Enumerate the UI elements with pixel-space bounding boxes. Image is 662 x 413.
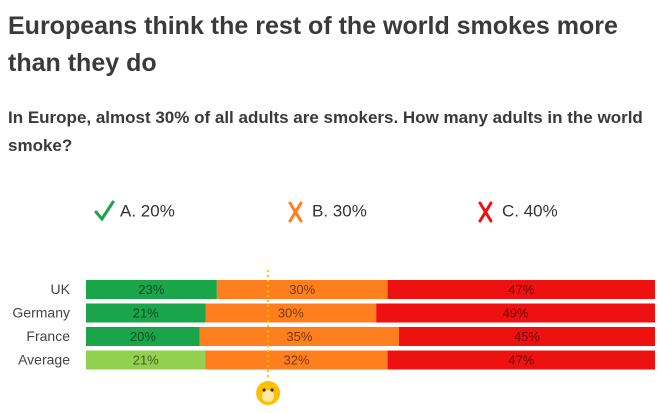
value-label: 45% xyxy=(514,329,540,344)
bar-segment xyxy=(376,303,655,323)
value-label: 35% xyxy=(286,329,312,344)
bar-segment xyxy=(387,280,655,299)
legend-label: A. 20% xyxy=(120,201,175,220)
value-label: 20% xyxy=(130,329,156,344)
legend-label: B. 30% xyxy=(312,201,367,220)
reference-marker-face xyxy=(262,390,275,402)
bar-segment xyxy=(86,280,217,299)
bar-segment xyxy=(86,350,206,370)
check-icon xyxy=(94,200,115,222)
value-label: 47% xyxy=(508,352,534,367)
y-tick-label: Germany xyxy=(12,305,70,321)
value-label: 32% xyxy=(284,352,310,367)
value-label: 30% xyxy=(278,305,304,320)
reference-marker-eye xyxy=(262,388,266,392)
bar-segment xyxy=(205,350,388,370)
bar-segment xyxy=(387,350,655,370)
chart-title: Europeans think the rest of the world sm… xyxy=(8,12,618,77)
value-label: 23% xyxy=(138,282,164,297)
y-tick-label: Average xyxy=(18,352,70,368)
value-label: 21% xyxy=(133,352,159,367)
y-tick-label: UK xyxy=(51,281,71,297)
bar-segment xyxy=(398,327,655,346)
chart-subtitle: In Europe, almost 30% of all adults are … xyxy=(8,108,643,155)
bar-segment xyxy=(199,327,399,346)
bar-segment xyxy=(205,303,377,323)
bar-segment xyxy=(86,303,206,323)
reference-marker-eye xyxy=(270,388,274,392)
value-label: 49% xyxy=(503,305,529,320)
bar-segment xyxy=(216,280,388,299)
value-label: 47% xyxy=(508,282,534,297)
value-label: 21% xyxy=(133,305,159,320)
cross-icon xyxy=(478,201,493,223)
legend-label: C. 40% xyxy=(502,201,558,220)
cross-icon xyxy=(288,201,303,223)
bar-segment xyxy=(86,327,200,346)
value-label: 30% xyxy=(289,282,315,297)
y-tick-label: France xyxy=(26,328,70,344)
